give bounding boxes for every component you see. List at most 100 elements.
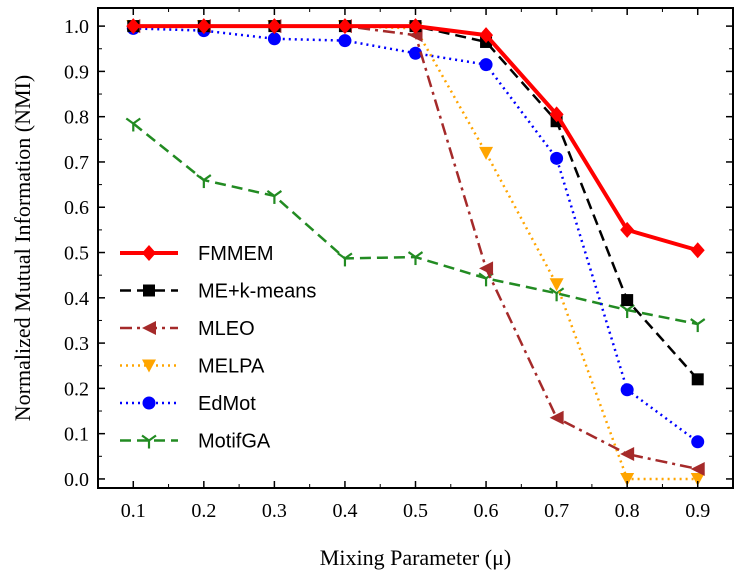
legend-item: MotifGA [120, 431, 271, 453]
plot-frame [97, 7, 734, 489]
y-tick-label: 0.3 [64, 333, 89, 355]
x-tick-label: 0.2 [191, 500, 216, 522]
triangle-left-marker [142, 321, 156, 335]
tri-down-stroke [273, 190, 283, 197]
legend-item: EdMot [120, 393, 256, 415]
tri-down-stroke [125, 117, 134, 125]
tri-down-marker [478, 272, 494, 287]
tri-down-marker [266, 190, 283, 204]
x-tick-label: 0.1 [121, 500, 146, 522]
legend-label: MotifGA [198, 431, 271, 453]
y-tick-label: 0.2 [64, 378, 89, 400]
legend-label: MELPA [198, 356, 265, 378]
triangle-down-marker [142, 359, 156, 373]
square-marker [691, 373, 704, 386]
tri-down-marker [125, 117, 141, 132]
tri-down-stroke [555, 287, 565, 295]
legend-item: MLEO [120, 318, 255, 340]
circle-marker [409, 46, 422, 60]
tri-down-stroke [266, 190, 276, 197]
diamond-marker [690, 242, 705, 259]
triangle-left-marker [690, 461, 705, 476]
y-tick-label: 0.6 [64, 197, 89, 219]
series-motifga [125, 117, 706, 333]
triangle-left-marker [549, 410, 564, 425]
triangle-down-marker [549, 278, 564, 292]
y-tick-label: 0.8 [64, 107, 89, 129]
diamond-marker [549, 106, 564, 123]
y-tick-label: 0.1 [64, 424, 89, 446]
square-marker [143, 284, 155, 297]
x-tick-label: 0.8 [615, 500, 640, 522]
diamond-marker [620, 221, 635, 238]
y-axis-label: Normalized Mutual Information (NMI) [10, 75, 35, 421]
tri-down-marker [690, 318, 706, 333]
diamond-marker [196, 18, 211, 35]
square-marker [621, 294, 634, 307]
x-tick-label: 0.5 [403, 500, 428, 522]
legend-label: ME+k-means [198, 281, 316, 303]
y-tick-label: 1.0 [64, 16, 89, 38]
triangle-left-marker [479, 261, 494, 276]
tri-down-marker [141, 434, 157, 449]
tri-down-stroke [414, 251, 424, 258]
x-tick-label: 0.7 [544, 500, 569, 522]
tri-down-marker [407, 251, 424, 266]
legend-item: ME+k-means [120, 281, 316, 303]
circle-marker [267, 32, 281, 46]
circle-marker [479, 58, 493, 72]
tri-down-marker [337, 252, 353, 267]
tri-down-marker [196, 174, 212, 189]
tri-down-stroke [132, 117, 141, 125]
diamond-marker [337, 18, 352, 35]
tri-down-stroke [141, 434, 150, 442]
legend-label: FMMEM [198, 243, 274, 265]
tri-down-stroke [697, 318, 706, 325]
y-tick-label: 0.4 [64, 288, 89, 310]
tri-down-stroke [203, 174, 212, 181]
tri-down-stroke [690, 318, 699, 325]
circle-marker [338, 34, 352, 48]
triangle-left-marker [620, 447, 635, 462]
tri-down-stroke [344, 252, 353, 260]
legend-item: FMMEM [120, 243, 274, 265]
series-edmot [126, 21, 705, 449]
diamond-marker [142, 245, 156, 261]
x-axis-label: Mixing Parameter (μ) [320, 545, 511, 570]
axes: 0.1 0.2 0.3 0.4 0.5 0.6 0.7 0.8 0.9 0.0 0.1 0.2 0.3 0… [64, 8, 733, 522]
tri-down-stroke [478, 272, 487, 280]
y-tick-label: 0.9 [64, 61, 89, 83]
diamond-marker [267, 18, 282, 35]
triangle-down-marker [690, 472, 705, 486]
tri-down-stroke [148, 434, 157, 442]
x-tick-label: 0.4 [332, 500, 357, 522]
series-layer [125, 18, 706, 486]
legend-item: MELPA [120, 356, 265, 378]
circle-marker [620, 383, 634, 397]
triangle-down-marker [620, 472, 635, 486]
diamond-marker [126, 18, 141, 35]
diamond-marker [479, 27, 494, 44]
circle-marker [691, 435, 705, 449]
x-tick-label: 0.3 [262, 500, 287, 522]
tri-down-stroke [548, 287, 558, 295]
circle-marker [142, 396, 156, 410]
legend-label: MLEO [198, 318, 255, 340]
y-tick-label: 0.7 [64, 152, 89, 174]
series-line [133, 27, 699, 443]
diamond-marker [408, 18, 423, 35]
y-tick-label: 0.5 [64, 243, 89, 265]
tri-down-stroke [196, 174, 205, 181]
legend-label: EdMot [198, 393, 256, 415]
series-fmmem [126, 18, 705, 259]
tri-down-stroke [407, 251, 417, 258]
tri-down-stroke [337, 252, 346, 260]
circle-marker [550, 151, 564, 165]
x-tick-label: 0.9 [685, 500, 710, 522]
tri-down-marker [548, 287, 565, 302]
y-tick-label: 0.0 [64, 469, 89, 491]
legend: FMMEM ME+k-means MLEO MELPA EdMot MotifGA [120, 243, 316, 453]
triangle-down-marker [479, 146, 494, 160]
x-tick-label: 0.6 [474, 500, 499, 522]
